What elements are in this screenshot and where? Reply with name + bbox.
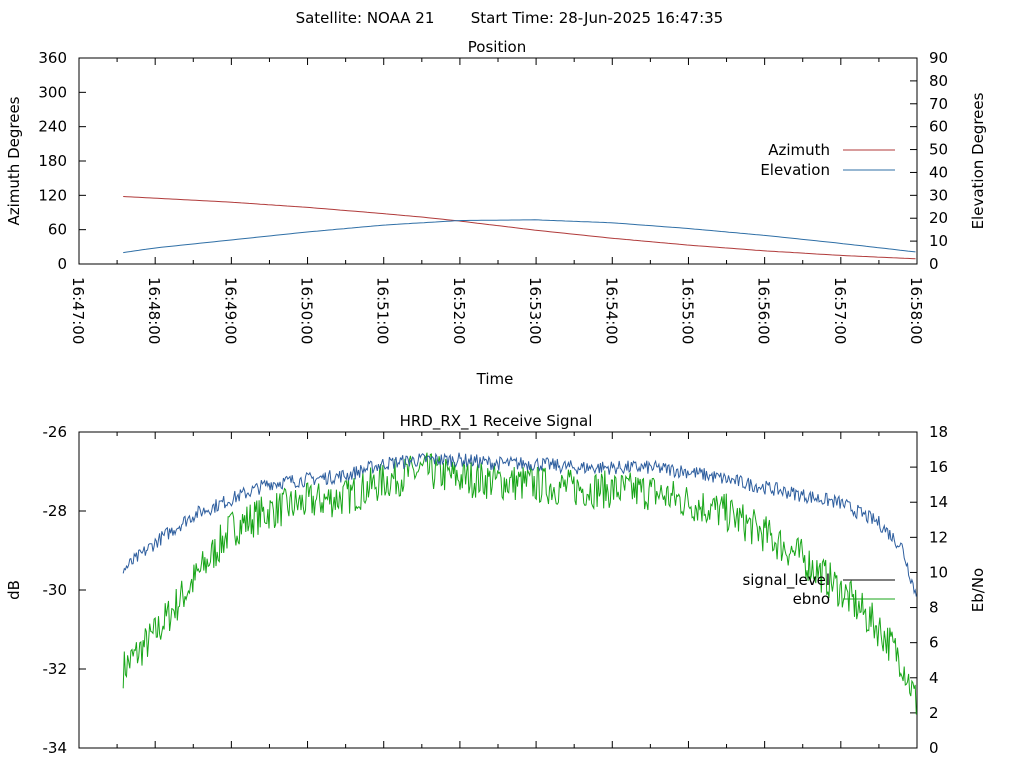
x-axis-tick-label: 16:58:00 [907, 277, 925, 344]
left-axis-tick-label: -34 [43, 739, 68, 757]
right-axis-tick-label: 70 [929, 95, 948, 113]
position-legend: Azimuth Elevation [760, 141, 895, 179]
right-axis-tick-label: 80 [929, 72, 948, 90]
right-axis-tick-label: 18 [929, 423, 948, 441]
x-axis-tick-label: 16:51:00 [374, 277, 392, 344]
left-axis-tick-label: 120 [38, 186, 67, 204]
azimuth-axis-label: Azimuth Degrees [5, 96, 23, 225]
right-axis-tick-label: 60 [929, 118, 948, 136]
right-axis-tick-label: 90 [929, 49, 948, 67]
time-axis-label: Time [476, 370, 514, 388]
series-line-azimuth [123, 196, 916, 260]
right-axis-tick-label: 8 [929, 599, 939, 617]
series-line-elevation [123, 219, 916, 254]
left-axis-tick-label: -32 [43, 660, 68, 678]
db-axis-label: dB [5, 580, 23, 600]
right-axis-tick-label: 12 [929, 528, 948, 546]
position-chart: Position 0 60 120 180 240 300 360 0 10 20 30 40 50 60… [5, 38, 987, 388]
legend-label-ebno: ebno [793, 590, 830, 608]
right-axis-tick-label: 20 [929, 209, 948, 227]
right-axis-tick-label: 16 [929, 458, 948, 476]
left-axis-tick-label: 360 [38, 49, 67, 67]
ebno-axis-label: Eb/No [969, 568, 987, 612]
receive-signal-chart: HRD_RX_1 Receive Signal -34 -32 -30 -28 -26 0… [5, 412, 987, 757]
x-axis-tick-label: 16:54:00 [602, 277, 620, 344]
right-axis-tick-label: 10 [929, 232, 948, 250]
left-axis-tick-label: 240 [38, 118, 67, 136]
start-time-label: Start Time: 28-Jun-2025 16:47:35 [471, 9, 723, 27]
right-axis-tick-label: 30 [929, 186, 948, 204]
left-axis-tick-label: -30 [43, 581, 68, 599]
left-axis-tick-label: -26 [43, 423, 68, 441]
right-axis-tick-label: 14 [929, 493, 948, 511]
x-axis-tick-label: 16:48:00 [145, 277, 163, 344]
left-axis-tick-label: 60 [48, 221, 67, 239]
x-axis-tick-label: 16:57:00 [831, 277, 849, 344]
right-axis-tick-label: 0 [929, 255, 939, 273]
right-axis-tick-label: 4 [929, 669, 939, 687]
series-line-ebno [122, 452, 917, 715]
x-axis-tick-label: 16:55:00 [678, 277, 696, 344]
right-axis-tick-label: 6 [929, 634, 939, 652]
x-axis-tick-label: 16:56:00 [755, 277, 773, 344]
x-axis-tick-label: 16:50:00 [298, 277, 316, 344]
left-axis-tick-label: 300 [38, 83, 67, 101]
signal-plot-frame [78, 431, 918, 749]
x-axis-tick-label: 16:47:00 [69, 277, 87, 344]
left-axis-tick-label: -28 [43, 502, 68, 520]
elevation-axis-label: Elevation Degrees [969, 92, 987, 229]
right-axis-tick-label: 2 [929, 704, 939, 722]
right-axis-tick-label: 40 [929, 163, 948, 181]
legend-label-elevation: Elevation [760, 161, 830, 179]
right-axis-tick-label: 50 [929, 141, 948, 159]
x-axis-tick-label: 16:53:00 [526, 277, 544, 344]
left-axis-tick-label: 180 [38, 152, 67, 170]
satellite-label: Satellite: NOAA 21 [296, 9, 435, 27]
series-line-signal-level [122, 452, 917, 597]
receive-signal-chart-title: HRD_RX_1 Receive Signal [400, 412, 593, 431]
legend-label-signal-level: signal_level [742, 571, 830, 590]
right-axis-tick-label: 0 [929, 739, 939, 757]
right-axis-tick-label: 10 [929, 563, 948, 581]
position-chart-title: Position [468, 38, 526, 56]
legend-label-azimuth: Azimuth [768, 141, 830, 159]
x-axis-tick-label: 16:49:00 [221, 277, 239, 344]
left-axis-tick-label: 0 [57, 255, 67, 273]
x-axis-tick-label: 16:52:00 [450, 277, 468, 344]
